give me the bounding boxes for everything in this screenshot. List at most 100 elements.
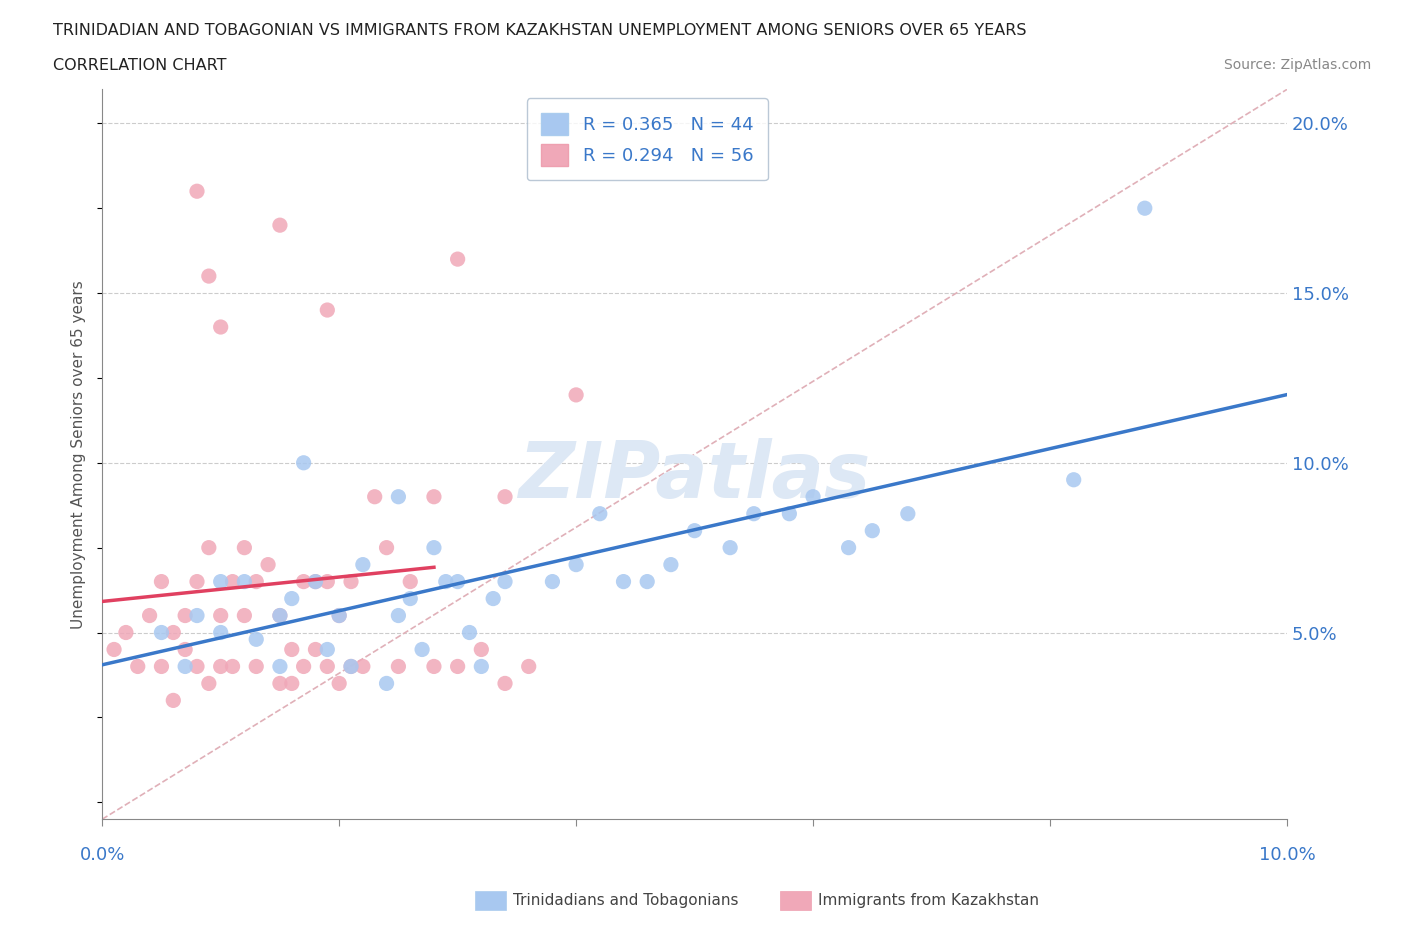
Point [316,659,339,674]
Point [838,540,860,555]
Point [1133,201,1156,216]
Point [281,676,304,691]
Point [446,659,468,674]
Point [1063,472,1085,487]
Point [245,631,267,646]
Point [209,659,232,674]
Point [494,676,516,691]
Point [446,574,468,589]
Point [387,659,409,674]
Point [399,591,422,606]
Point [328,608,350,623]
Point [174,642,197,657]
Point [434,574,457,589]
Point [399,574,422,589]
Point [174,608,197,623]
Point [387,489,409,504]
Point [375,540,398,555]
Point [150,574,173,589]
Text: CORRELATION CHART: CORRELATION CHART [53,58,226,73]
Point [281,591,304,606]
Point [127,659,149,674]
Point [517,659,540,674]
Point [292,659,315,674]
Point [458,625,481,640]
Point [292,574,315,589]
Point [801,489,824,504]
Point [209,574,232,589]
Point [316,574,339,589]
Point [245,574,267,589]
Point [233,608,256,623]
Point [221,574,243,589]
Point [659,557,682,572]
Point [494,489,516,504]
Point [352,557,374,572]
Point [352,659,374,674]
Point [269,676,291,691]
Point [186,659,208,674]
Point [138,608,160,623]
Point [423,659,446,674]
Point [198,540,221,555]
Text: TRINIDADIAN AND TOBAGONIAN VS IMMIGRANTS FROM KAZAKHSTAN UNEMPLOYMENT AMONG SENI: TRINIDADIAN AND TOBAGONIAN VS IMMIGRANTS… [53,23,1026,38]
Point [269,608,291,623]
Point [742,506,765,521]
Point [411,642,433,657]
Point [387,608,409,623]
Point [328,608,350,623]
Point [257,557,280,572]
Point [860,524,883,538]
Point [221,659,243,674]
Point [446,252,468,267]
Point [304,642,326,657]
Legend: R = 0.365   N = 44, R = 0.294   N = 56: R = 0.365 N = 44, R = 0.294 N = 56 [527,99,768,180]
Point [103,642,125,657]
Point [209,608,232,623]
Point [494,574,516,589]
Point [565,388,588,403]
Point [340,659,363,674]
Point [897,506,920,521]
Point [340,659,363,674]
Point [364,489,387,504]
Point [541,574,564,589]
Point [328,676,350,691]
Point [423,489,446,504]
Point [565,557,588,572]
Point [589,506,612,521]
Point [233,574,256,589]
Point [281,642,304,657]
Point [683,524,706,538]
Point [198,269,221,284]
Point [209,320,232,335]
Point [233,540,256,555]
Point [778,506,800,521]
Point [162,693,184,708]
Point [423,540,446,555]
Point [198,676,221,691]
Point [470,642,492,657]
Point [150,659,173,674]
Point [269,659,291,674]
Y-axis label: Unemployment Among Seniors over 65 years: Unemployment Among Seniors over 65 years [72,280,86,629]
Point [292,456,315,471]
Point [482,591,505,606]
Point [612,574,634,589]
Text: ZIPatlas: ZIPatlas [519,438,870,514]
Text: 0.0%: 0.0% [80,846,125,864]
Point [186,574,208,589]
Point [162,625,184,640]
Point [269,608,291,623]
Point [186,608,208,623]
Point [245,659,267,674]
Point [304,574,326,589]
Point [470,659,492,674]
Point [269,218,291,232]
Point [340,574,363,589]
Point [316,642,339,657]
Point [375,676,398,691]
Point [174,659,197,674]
Point [304,574,326,589]
Point [636,574,658,589]
